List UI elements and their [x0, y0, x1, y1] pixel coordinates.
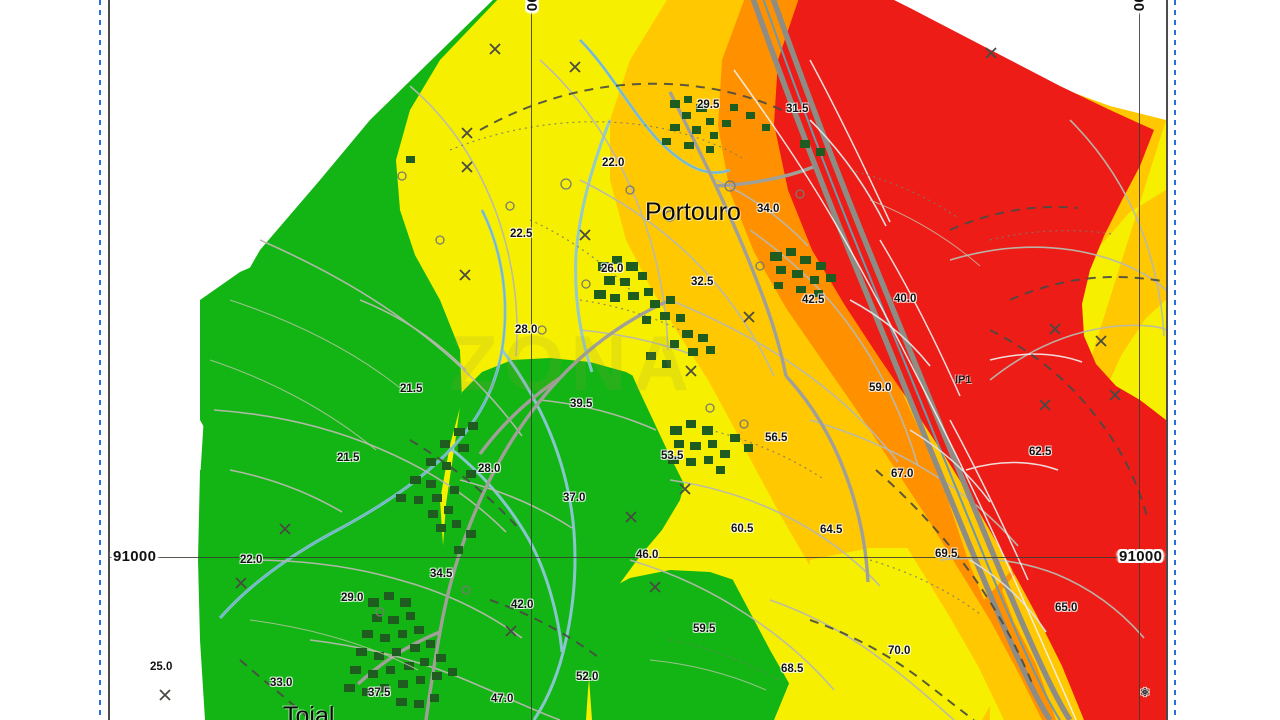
coordinate-label-left: 91000: [113, 548, 157, 565]
noise-value-label: 67.0: [891, 468, 914, 480]
noise-value-label: 32.5: [691, 276, 714, 288]
map-tick-ruler-right: [1174, 0, 1176, 720]
track-layer: [213, 59, 1166, 720]
noise-value-label: 28.0: [515, 324, 538, 336]
noise-value-label: 37.0: [563, 492, 586, 504]
coordinate-label-right: 91000: [1119, 548, 1163, 565]
noise-value-label: 25.0: [150, 661, 173, 673]
noise-value-label: 64.5: [820, 524, 843, 536]
noise-value-label: 56.5: [765, 432, 788, 444]
map-tick-ruler-left: [99, 0, 101, 720]
noise-value-label: 42.5: [802, 294, 825, 306]
graticule-vertical-left: [531, 0, 532, 720]
graticule-vertical-right: [1139, 0, 1140, 720]
noise-value-label: 31.5: [786, 103, 809, 115]
noise-value-label: 29.0: [341, 592, 364, 604]
noise-value-label: 46.0: [636, 549, 659, 561]
noise-value-label: 62.5: [1029, 446, 1052, 458]
noise-value-label: 22.0: [240, 554, 263, 566]
coordinate-label-top-right: 00: [1131, 0, 1148, 12]
symbol-layer: [375, 171, 805, 617]
noise-value-label: 52.0: [576, 671, 599, 683]
noise-value-label: 59.5: [693, 623, 716, 635]
map-frame-left: [108, 0, 110, 720]
noise-value-label: 53.5: [661, 450, 684, 462]
place-label-portouro: Portouro: [645, 198, 741, 226]
noise-value-label: 21.5: [400, 383, 423, 395]
noise-value-label: 69.5: [935, 548, 958, 560]
map-frame-right: [1166, 0, 1168, 720]
building-layer: [344, 96, 836, 708]
noise-value-label: 28.0: [478, 463, 501, 475]
noise-value-label: 22.5: [510, 228, 533, 240]
noise-value-label: 37.5: [368, 687, 391, 699]
noise-value-label: 42.0: [511, 599, 534, 611]
noise-value-label: 60.5: [731, 523, 754, 535]
road-label-ip1: IP1: [955, 374, 972, 386]
motorway-ip1: [750, 0, 1073, 720]
boundary-dashed-layer: [239, 82, 1166, 720]
noise-value-label: 59.0: [869, 382, 892, 394]
noise-value-label: 70.0: [888, 645, 911, 657]
noise-value-label: 26.0: [601, 263, 624, 275]
map-marker-symbol: ⚛: [1140, 687, 1150, 699]
noise-value-label: 40.0: [894, 293, 917, 305]
coordinate-label-top-left: 00: [524, 0, 541, 12]
noise-value-label: 34.0: [757, 203, 780, 215]
place-label-toial: Toial: [283, 702, 335, 720]
noise-band-red-lobe: [982, 372, 1096, 528]
noise-value-label: 68.5: [781, 663, 804, 675]
noise-value-label: 21.5: [337, 452, 360, 464]
noise-value-label: 39.5: [570, 398, 593, 410]
noise-value-label: 34.5: [430, 568, 453, 580]
noise-value-label: 33.0: [270, 677, 293, 689]
noise-band-red: [774, 0, 1166, 720]
map-canvas[interactable]: [110, 0, 1166, 720]
graticule-horizontal-91000: [108, 557, 1166, 558]
noise-value-label: 47.0: [491, 693, 514, 705]
noise-value-label: 29.5: [697, 99, 720, 111]
cross-symbol-layer: [159, 43, 1121, 701]
noise-value-label: 22.0: [602, 157, 625, 169]
noise-value-label: 65.0: [1055, 602, 1078, 614]
